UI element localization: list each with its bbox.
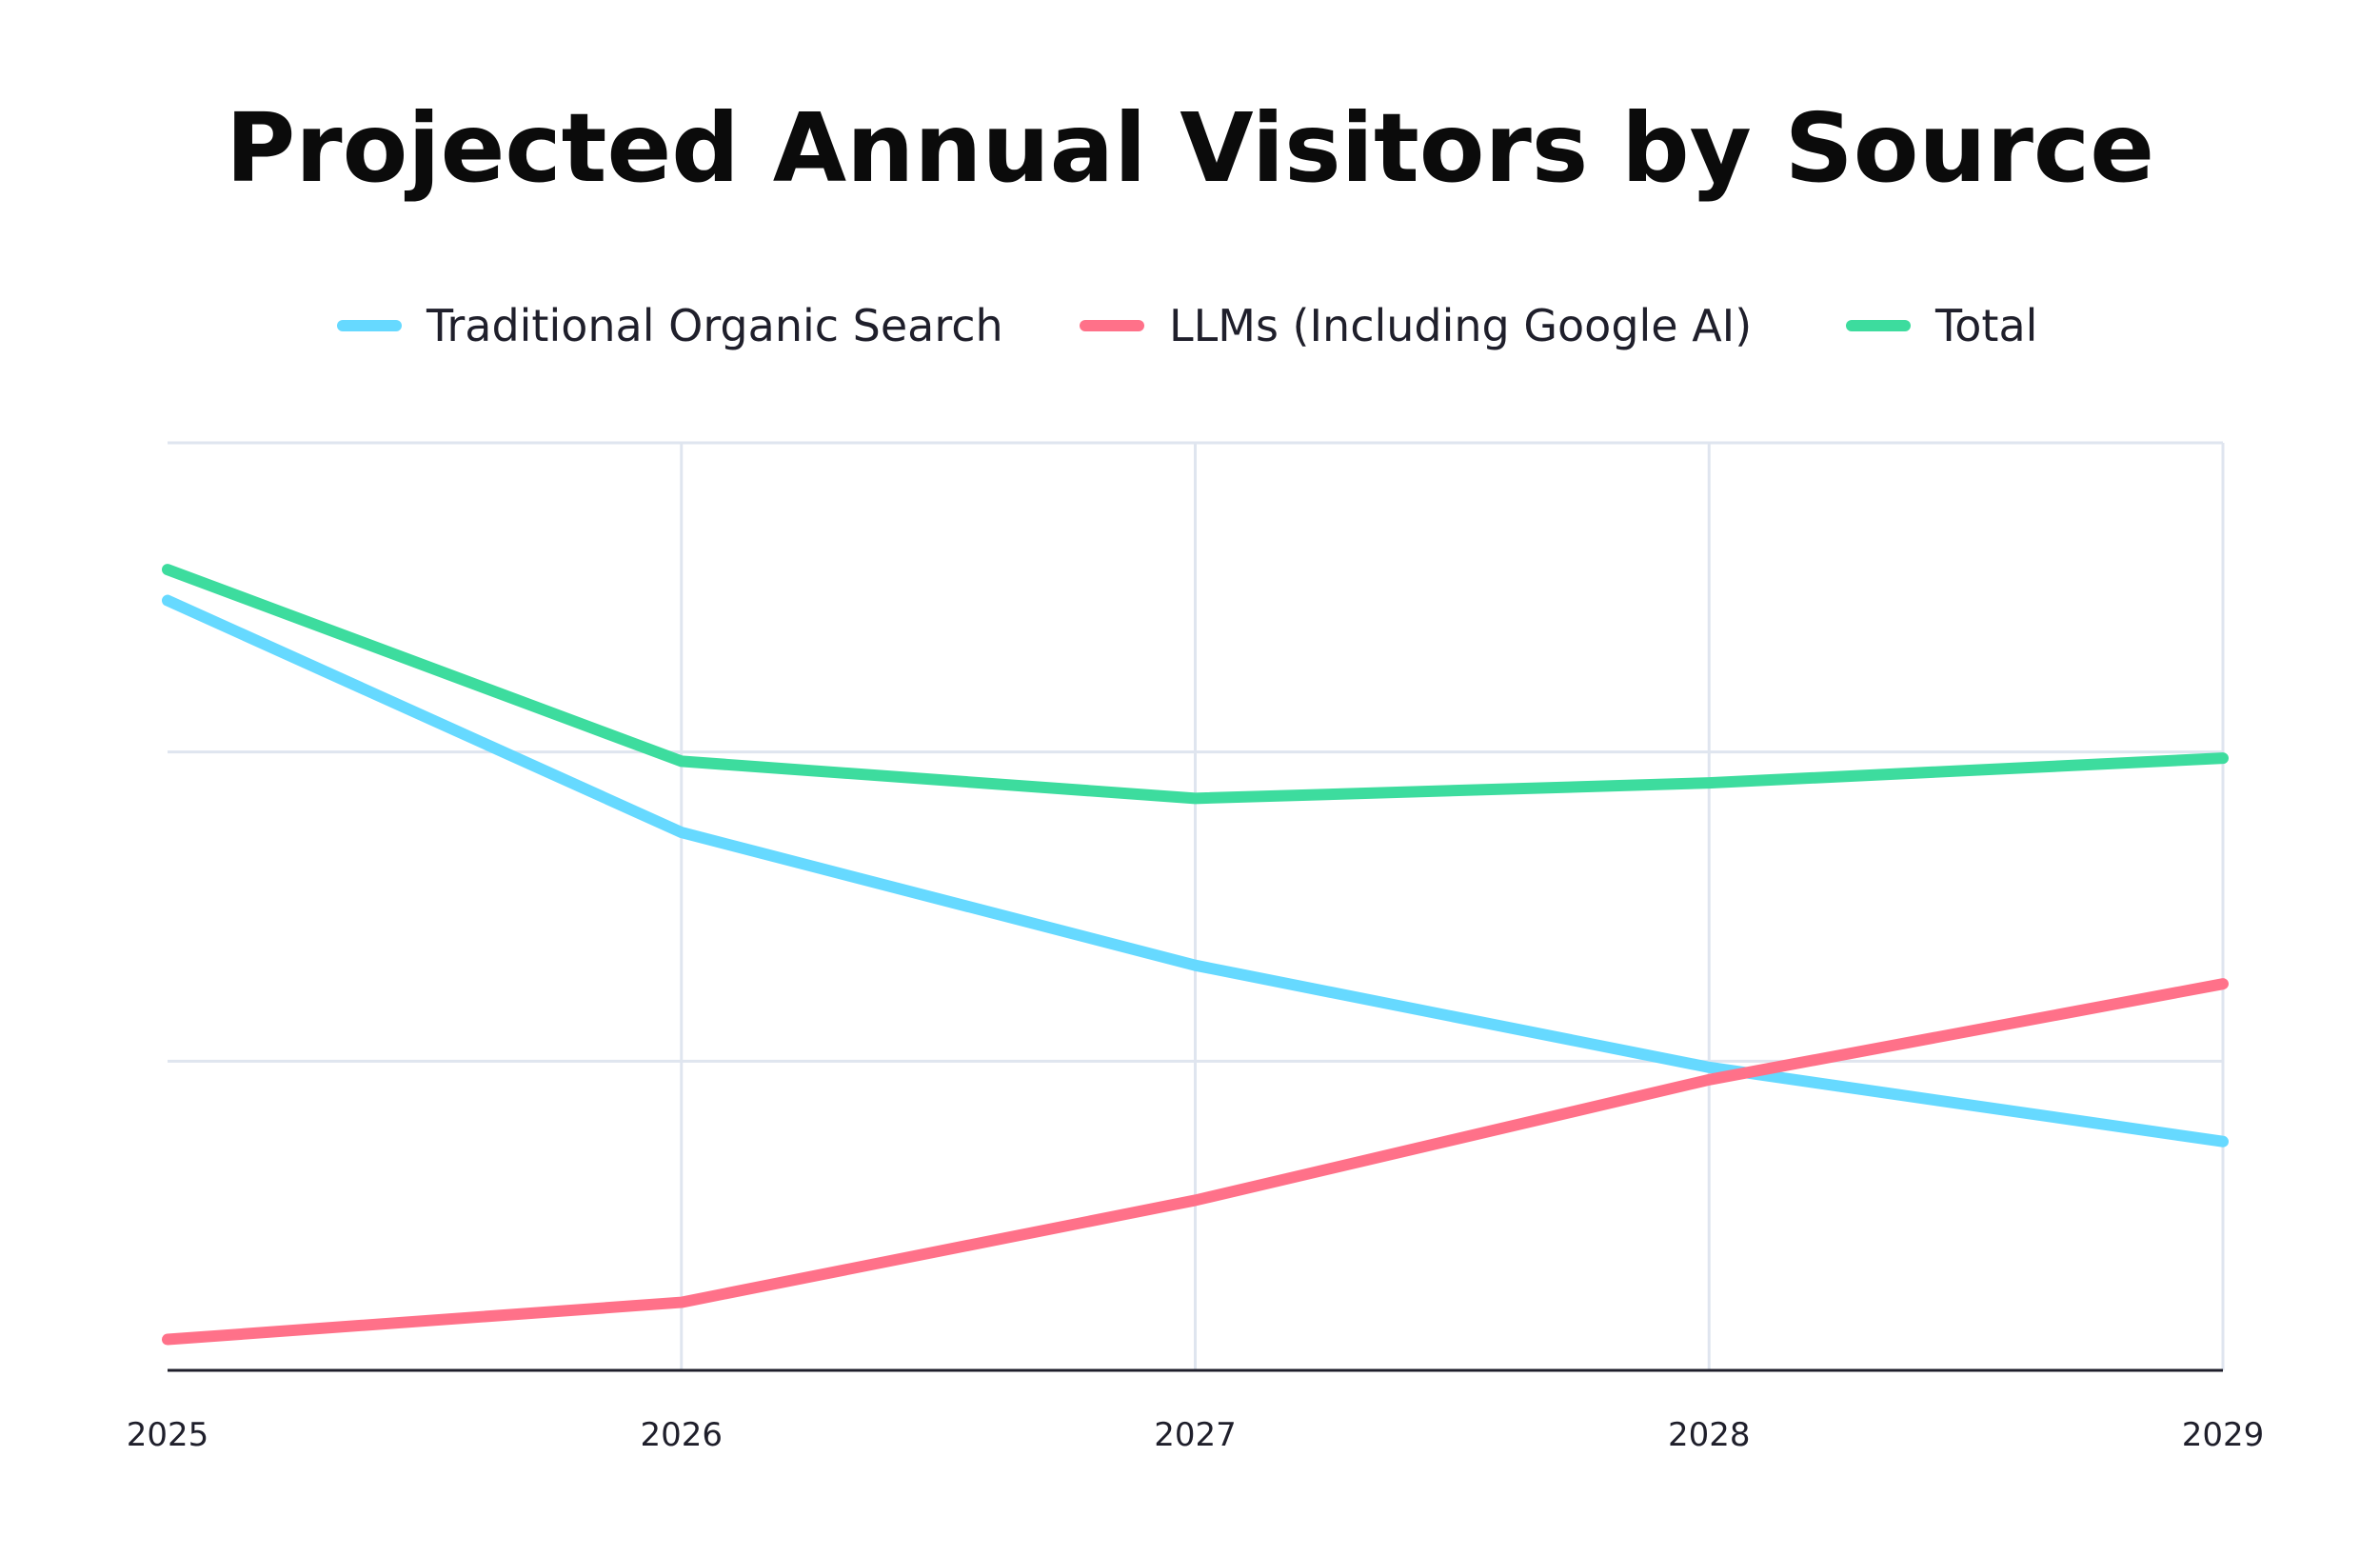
legend-item: Traditional Organic Search bbox=[337, 300, 1003, 351]
series-lines bbox=[162, 564, 2229, 1346]
x-axis-ticks: 2025 2026 2027 2028 2029 bbox=[127, 1416, 2265, 1454]
legend-label: Traditional Organic Search bbox=[426, 300, 1003, 351]
legend: Traditional Organic Search LLMs (Includin… bbox=[337, 300, 2037, 351]
legend-item: LLMs (Including Google AI) bbox=[1080, 300, 1752, 351]
x-tick-label: 2027 bbox=[1154, 1416, 1237, 1454]
x-tick-label: 2028 bbox=[1668, 1416, 1751, 1454]
x-tick-label: 2026 bbox=[640, 1416, 723, 1454]
grid bbox=[168, 441, 2225, 1372]
legend-label: Total bbox=[1934, 300, 2037, 351]
legend-item: Total bbox=[1846, 300, 2037, 351]
x-tick-label: 2025 bbox=[127, 1416, 209, 1454]
legend-label: LLMs (Including Google AI) bbox=[1169, 300, 1752, 351]
chart-title: Projected Annual Visitors by Source bbox=[226, 92, 2154, 204]
x-tick-label: 2029 bbox=[2182, 1416, 2265, 1454]
